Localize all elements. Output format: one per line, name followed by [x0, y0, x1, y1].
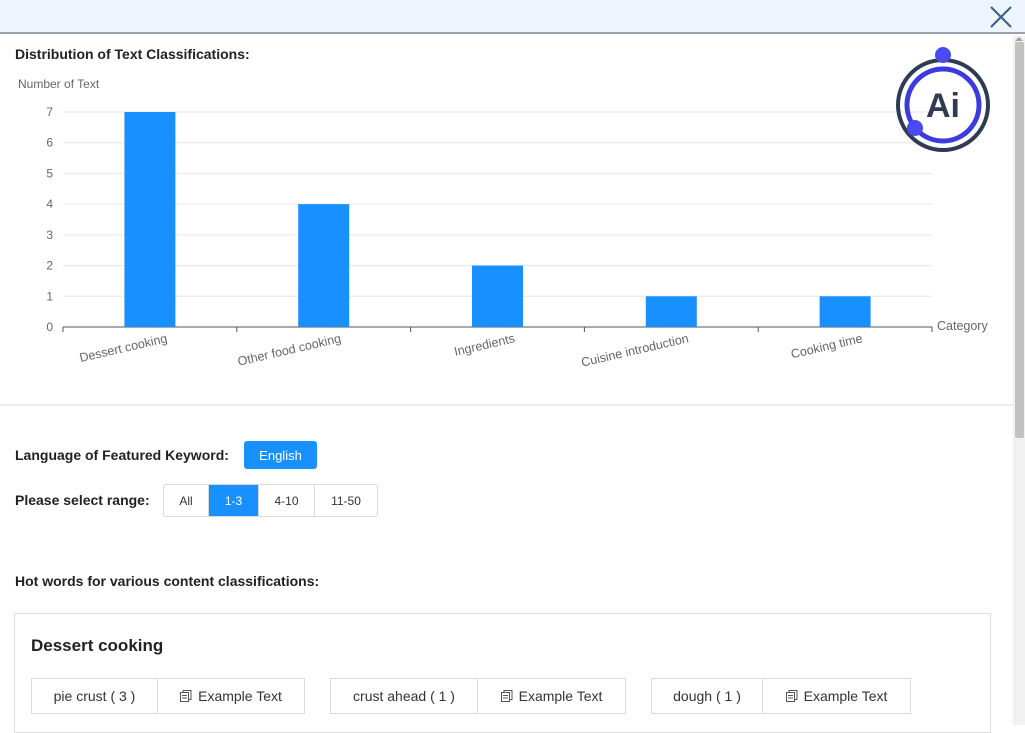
y-tick-label: 0	[46, 320, 53, 334]
x-tick-label: Other food cooking	[236, 331, 342, 368]
document-copy-icon	[500, 690, 513, 702]
language-english-button[interactable]: English	[244, 441, 317, 469]
range-option-11-50[interactable]: 11-50	[315, 485, 377, 516]
x-tick-label: Ingredients	[453, 331, 516, 359]
x-tick-label: Cuisine introduction	[580, 331, 690, 369]
range-label: Please select range:	[15, 492, 150, 508]
chart-section-title: Distribution of Text Classifications:	[15, 46, 250, 62]
hotword-card: pie crust ( 3 ) Example Text	[31, 678, 305, 714]
y-tick-label: 1	[46, 289, 53, 303]
example-text-button[interactable]: Example Text	[158, 679, 304, 713]
example-text-label: Example Text	[198, 688, 282, 704]
y-axis-label: Number of Text	[18, 77, 100, 91]
x-tick-label: Dessert cooking	[78, 331, 169, 365]
ai-logo: Ai	[896, 47, 990, 152]
hotword-label[interactable]: crust ahead ( 1 )	[331, 679, 478, 713]
logo-text: Ai	[926, 87, 960, 125]
example-text-button[interactable]: Example Text	[763, 679, 910, 713]
range-option-1-3[interactable]: 1-3	[209, 485, 259, 516]
y-tick-label: 2	[46, 259, 53, 273]
bar	[298, 204, 350, 327]
example-text-label: Example Text	[803, 688, 888, 704]
scrollbar-thumb[interactable]	[1015, 42, 1024, 438]
y-tick-label: 4	[46, 197, 53, 211]
y-tick-label: 3	[46, 228, 53, 242]
bar	[124, 112, 176, 327]
range-option-all[interactable]: All	[164, 485, 209, 516]
hotword-label[interactable]: dough ( 1 )	[652, 679, 763, 713]
hotword-card: dough ( 1 ) Example Text	[651, 678, 911, 714]
scrollbar[interactable]	[1013, 36, 1025, 725]
section-divider	[0, 404, 1013, 406]
dialog-header	[0, 0, 1025, 34]
example-text-label: Example Text	[518, 688, 603, 704]
category-title: Dessert cooking	[31, 636, 164, 655]
bar	[645, 296, 697, 327]
hotwords-panel: Dessert cooking pie crust ( 3 ) Example …	[14, 613, 991, 733]
document-copy-icon	[785, 690, 798, 702]
hotword-label[interactable]: pie crust ( 3 )	[32, 679, 158, 713]
x-axis-label: Category	[937, 319, 988, 333]
bar-chart: 0 1 2 3 4 5 6 7 Number of Text Dessert cooking Oth…	[18, 77, 988, 370]
x-tick-label: Cooking time	[790, 331, 864, 361]
bar	[819, 296, 871, 327]
keyword-language-label: Language of Featured Keyword:	[15, 447, 229, 463]
y-tick-label: 7	[46, 105, 53, 119]
bar	[472, 265, 523, 327]
hotwords-label: Hot words for various content classifica…	[15, 573, 320, 589]
range-option-4-10[interactable]: 4-10	[259, 485, 315, 516]
document-copy-icon	[180, 690, 192, 702]
hotword-card: crust ahead ( 1 ) Example Text	[330, 678, 626, 714]
scroll-up-arrow-icon[interactable]	[1015, 37, 1023, 41]
close-icon[interactable]	[987, 3, 1015, 31]
y-tick-label: 6	[46, 136, 53, 150]
example-text-button[interactable]: Example Text	[478, 679, 625, 713]
y-tick-label: 5	[46, 166, 53, 180]
range-selector: All 1-3 4-10 11-50	[163, 484, 378, 517]
